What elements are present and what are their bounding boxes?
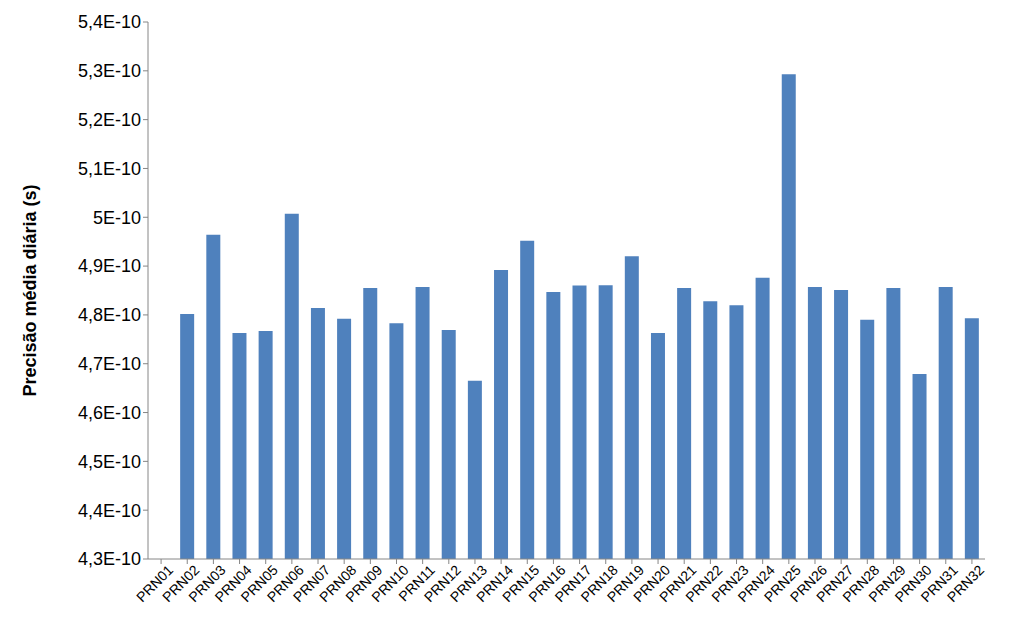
svg-text:5,2E-10: 5,2E-10 [78,110,141,130]
svg-text:5,1E-10: 5,1E-10 [78,159,141,179]
svg-text:PRN23: PRN23 [708,561,752,606]
svg-text:5,4E-10: 5,4E-10 [78,12,141,32]
svg-text:PRN10: PRN10 [368,561,412,606]
svg-text:4,4E-10: 4,4E-10 [78,501,141,521]
svg-text:PRN03: PRN03 [185,561,229,606]
svg-text:5E-10: 5E-10 [93,208,141,228]
svg-text:PRN07: PRN07 [289,561,334,606]
svg-text:Precisão média diária (s): Precisão média diária (s) [20,184,40,396]
svg-text:4,3E-10: 4,3E-10 [78,549,141,569]
svg-text:PRN13: PRN13 [446,561,491,606]
svg-text:PRN28: PRN28 [839,561,883,606]
svg-text:PRN17: PRN17 [551,561,595,606]
svg-text:4,5E-10: 4,5E-10 [78,452,141,472]
svg-text:PRN09: PRN09 [342,561,386,606]
svg-text:PRN26: PRN26 [786,561,831,606]
svg-text:PRN30: PRN30 [891,561,935,606]
svg-text:PRN21: PRN21 [656,561,700,606]
svg-text:PRN24: PRN24 [734,561,778,606]
svg-text:PRN25: PRN25 [760,561,804,606]
svg-text:PRN22: PRN22 [682,561,726,606]
svg-text:PRN11: PRN11 [395,561,438,605]
svg-text:PRN20: PRN20 [630,561,674,606]
svg-text:PRN08: PRN08 [316,561,360,606]
svg-text:PRN18: PRN18 [577,561,621,606]
svg-text:5,3E-10: 5,3E-10 [78,61,141,81]
svg-text:4,8E-10: 4,8E-10 [78,305,141,325]
svg-text:PRN32: PRN32 [944,562,987,605]
svg-text:4,7E-10: 4,7E-10 [78,354,141,374]
svg-text:PRN01: PRN01 [133,561,177,606]
svg-text:PRN14: PRN14 [473,561,517,606]
svg-text:PRN05: PRN05 [237,561,281,606]
svg-text:PRN29: PRN29 [865,561,909,606]
svg-text:PRN16: PRN16 [525,561,569,606]
svg-text:4,6E-10: 4,6E-10 [78,403,141,423]
svg-text:PRN06: PRN06 [263,561,307,606]
svg-text:PRN04: PRN04 [211,561,255,606]
svg-text:PRN31: PRN31 [917,561,961,606]
svg-text:PRN02: PRN02 [159,561,203,606]
svg-text:PRN12: PRN12 [420,561,464,606]
svg-text:4,9E-10: 4,9E-10 [78,256,141,276]
svg-text:PRN27: PRN27 [813,561,857,606]
svg-text:PRN19: PRN19 [603,561,647,606]
svg-text:PRN15: PRN15 [499,561,543,606]
